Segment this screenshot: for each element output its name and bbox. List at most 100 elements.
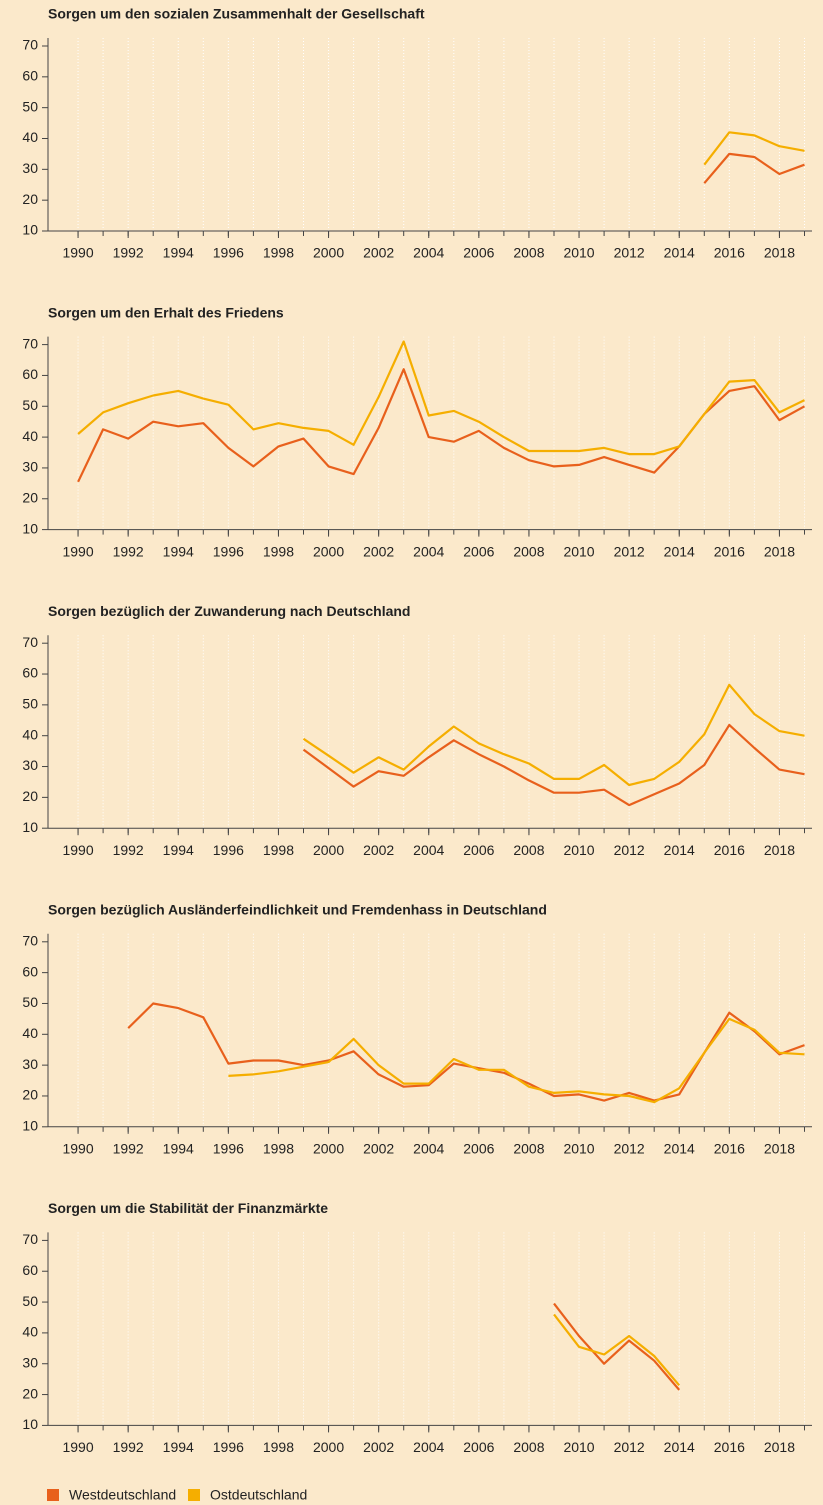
y-tick-label: 50 xyxy=(22,397,38,413)
x-tick-label: 1994 xyxy=(163,245,194,261)
legend-swatch xyxy=(47,1489,59,1501)
x-tick-label: 2004 xyxy=(413,245,444,261)
y-tick-label: 60 xyxy=(22,1262,38,1278)
y-tick-label: 30 xyxy=(22,459,38,475)
x-tick-label: 2006 xyxy=(463,1141,494,1157)
series-line xyxy=(228,1017,805,1104)
series-line xyxy=(302,683,805,787)
y-tick-label: 50 xyxy=(22,696,38,712)
y-tick-label: 20 xyxy=(22,788,38,804)
x-tick-label: 2016 xyxy=(714,1141,745,1157)
y-tick-label: 70 xyxy=(22,1231,38,1247)
x-tick-label: 2000 xyxy=(313,543,344,559)
x-tick-label: 2018 xyxy=(764,1439,795,1455)
series-line xyxy=(703,131,805,166)
x-tick-label: 2010 xyxy=(563,842,594,858)
x-tick-label: 2008 xyxy=(513,543,544,559)
x-tick-label: 1992 xyxy=(113,245,144,261)
x-tick-label: 2012 xyxy=(614,1141,645,1157)
legend-label: Westdeutschland xyxy=(69,1487,176,1503)
y-tick-label: 70 xyxy=(22,933,38,949)
x-tick-label: 2014 xyxy=(664,543,695,559)
y-tick-label: 40 xyxy=(22,726,38,742)
x-tick-label: 2012 xyxy=(614,543,645,559)
x-tick-label: 2004 xyxy=(413,1439,444,1455)
x-tick-label: 2010 xyxy=(563,245,594,261)
y-tick-label: 60 xyxy=(22,366,38,382)
x-tick-label: 2016 xyxy=(714,1439,745,1455)
chart-title: Sorgen um den sozialen Zusammenhalt der … xyxy=(48,6,425,22)
x-tick-label: 2012 xyxy=(614,1439,645,1455)
x-tick-label: 2014 xyxy=(664,1141,695,1157)
x-tick-label: 1990 xyxy=(62,1439,93,1455)
y-tick-label: 70 xyxy=(22,335,38,351)
y-tick-label: 40 xyxy=(22,129,38,145)
x-tick-label: 1994 xyxy=(163,842,194,858)
chart-title: Sorgen bezüglich Ausländerfeindlichkeit … xyxy=(48,902,547,918)
x-tick-label: 2010 xyxy=(563,1141,594,1157)
series-line xyxy=(77,340,805,456)
x-tick-label: 1992 xyxy=(113,1439,144,1455)
y-tick-label: 40 xyxy=(22,1324,38,1340)
x-tick-label: 2008 xyxy=(513,245,544,261)
series-line xyxy=(703,152,805,184)
y-tick-label: 10 xyxy=(22,1416,38,1432)
y-tick-label: 20 xyxy=(22,489,38,505)
chart-title: Sorgen bezüglich der Zuwanderung nach De… xyxy=(48,603,410,619)
x-tick-label: 1990 xyxy=(62,1141,93,1157)
series-line xyxy=(553,1302,681,1391)
x-tick-label: 1992 xyxy=(113,1141,144,1157)
x-tick-label: 2016 xyxy=(714,543,745,559)
x-tick-label: 2018 xyxy=(764,1141,795,1157)
x-tick-label: 2004 xyxy=(413,1141,444,1157)
x-tick-label: 2008 xyxy=(513,1141,544,1157)
x-tick-label: 1996 xyxy=(213,842,244,858)
x-tick-label: 2012 xyxy=(614,842,645,858)
x-tick-label: 1996 xyxy=(213,1141,244,1157)
x-tick-label: 1996 xyxy=(213,543,244,559)
y-tick-label: 30 xyxy=(22,1354,38,1370)
series-line xyxy=(302,723,805,807)
x-tick-label: 1998 xyxy=(263,543,294,559)
y-tick-label: 20 xyxy=(22,1385,38,1401)
x-tick-label: 2006 xyxy=(463,1439,494,1455)
y-tick-label: 10 xyxy=(22,222,38,238)
legend-swatch xyxy=(188,1489,200,1501)
x-tick-label: 2018 xyxy=(764,543,795,559)
x-tick-label: 1990 xyxy=(62,842,93,858)
y-tick-label: 60 xyxy=(22,665,38,681)
y-tick-label: 20 xyxy=(22,191,38,207)
y-tick-label: 10 xyxy=(22,819,38,835)
x-tick-label: 2002 xyxy=(363,1141,394,1157)
x-tick-label: 2000 xyxy=(313,1439,344,1455)
chart-title: Sorgen um die Stabilität der Finanzmärkt… xyxy=(48,1200,328,1216)
x-tick-label: 2002 xyxy=(363,1439,394,1455)
y-tick-label: 50 xyxy=(22,994,38,1010)
x-tick-label: 2004 xyxy=(413,842,444,858)
y-tick-label: 10 xyxy=(22,1118,38,1134)
x-tick-label: 2002 xyxy=(363,245,394,261)
y-tick-label: 70 xyxy=(22,37,38,53)
y-tick-label: 20 xyxy=(22,1087,38,1103)
y-tick-label: 30 xyxy=(22,160,38,176)
x-tick-label: 2012 xyxy=(614,245,645,261)
y-tick-label: 10 xyxy=(22,520,38,536)
x-tick-label: 2008 xyxy=(513,1439,544,1455)
x-tick-label: 1998 xyxy=(263,842,294,858)
y-tick-label: 40 xyxy=(22,428,38,444)
x-tick-label: 2002 xyxy=(363,543,394,559)
x-tick-label: 1992 xyxy=(113,842,144,858)
series-line xyxy=(553,1313,681,1387)
x-tick-label: 2008 xyxy=(513,842,544,858)
x-tick-label: 1990 xyxy=(62,543,93,559)
x-tick-label: 2004 xyxy=(413,543,444,559)
x-tick-label: 1994 xyxy=(163,543,194,559)
x-tick-label: 2000 xyxy=(313,1141,344,1157)
x-tick-label: 1998 xyxy=(263,1439,294,1455)
y-tick-label: 40 xyxy=(22,1025,38,1041)
legend-label: Ostdeutschland xyxy=(210,1487,307,1503)
x-tick-label: 1996 xyxy=(213,245,244,261)
y-tick-label: 60 xyxy=(22,963,38,979)
chart-title: Sorgen um den Erhalt des Friedens xyxy=(48,304,284,320)
